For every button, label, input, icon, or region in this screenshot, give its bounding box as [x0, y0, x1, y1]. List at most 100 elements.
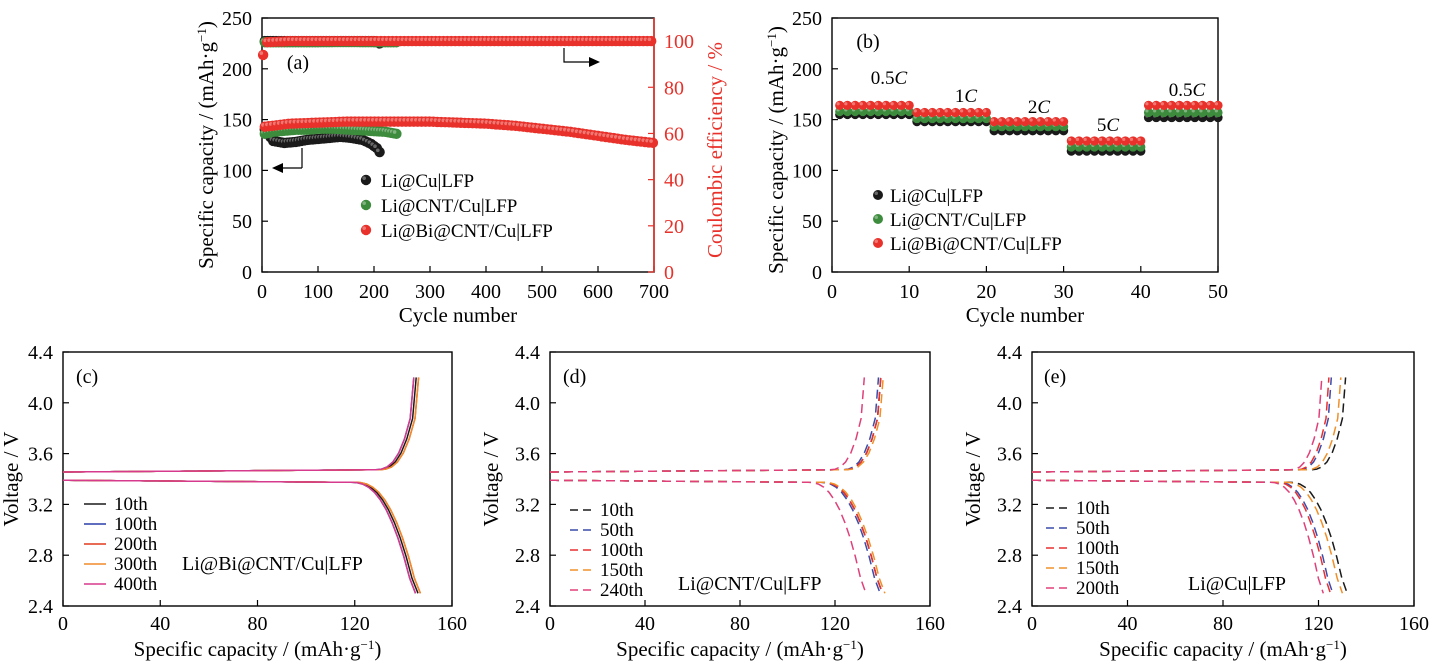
- b-rate-point-shine: [1098, 137, 1103, 141]
- b-rate-point: [1012, 117, 1022, 127]
- c-ytick-label: 3.6: [28, 444, 53, 466]
- c-xtick-label: 80: [248, 613, 268, 635]
- b-rate-point-shine: [1091, 137, 1095, 141]
- c-charge-curve: [63, 377, 420, 473]
- b-rate-point: [1205, 100, 1215, 110]
- a-ytick-label: 150: [222, 110, 252, 132]
- d-charge-curve: [550, 377, 880, 473]
- d-legend-label: 50th: [600, 520, 634, 541]
- d-ytick-label: 4.0: [515, 393, 540, 415]
- b-axes-frame: [831, 17, 1219, 273]
- b-rate-point-shine: [1060, 118, 1064, 122]
- c-ytick-label: 4.0: [28, 393, 53, 415]
- a-xtick-label: 0: [257, 281, 267, 303]
- a-ce-point-shine: [259, 51, 264, 55]
- b-rate-point: [1105, 136, 1115, 146]
- a-legend-label: Li@Cu|LFP: [381, 171, 474, 192]
- e-xlabel: Specific capacity / (mAh·g−1): [1099, 637, 1347, 662]
- b-rate-point: [1190, 107, 1200, 118]
- a-panel-label: (a): [287, 52, 309, 74]
- d-ytick-label: 2.8: [515, 545, 540, 567]
- b-rate-point: [1120, 136, 1130, 146]
- a-capacity-point: [391, 128, 402, 140]
- b-rate-point: [866, 100, 876, 110]
- b-rate-point-shine: [1168, 102, 1172, 106]
- b-rate-point: [1028, 117, 1038, 127]
- b-rate-point-shine: [1137, 137, 1141, 141]
- c-xtick-label: 160: [437, 613, 467, 635]
- a-y2tick-label: 40: [664, 170, 684, 192]
- c-ytick-label: 2.8: [28, 545, 53, 567]
- b-rate-point: [1174, 100, 1184, 110]
- b-rate-point: [850, 100, 860, 110]
- b-rate-point: [1151, 107, 1161, 118]
- b-ytick-label: 0: [812, 262, 822, 284]
- b-rate-point-shine: [921, 109, 925, 113]
- e-ytick-label: 4.4: [997, 342, 1022, 364]
- d-legend-label: 100th: [600, 540, 644, 561]
- e-legend-label: 150th: [1076, 558, 1120, 579]
- a-legend-marker-shine: [362, 176, 366, 180]
- b-rate-point-shine: [1207, 102, 1211, 106]
- b-rate-point-shine: [898, 102, 902, 106]
- d-ylabel: Voltage / V: [479, 432, 503, 527]
- b-rate-point-shine: [1037, 118, 1041, 122]
- c-legend-label: 10th: [114, 494, 148, 515]
- b-rate-point-shine: [1160, 109, 1164, 113]
- c-ytick-label: 2.4: [28, 596, 53, 618]
- d-xtick-label: 80: [730, 613, 750, 635]
- b-rate-point: [1167, 107, 1177, 118]
- b-rate-point-shine: [1153, 109, 1157, 113]
- b-rate-point-shine: [975, 109, 979, 113]
- b-rate-point: [974, 107, 984, 118]
- b-rate-point-shine: [1106, 137, 1110, 141]
- e-legend-label: 100th: [1076, 538, 1120, 559]
- b-rate-point-shine: [1199, 102, 1203, 106]
- a-y2tick-label: 100: [664, 31, 694, 53]
- chart-e: 0 40 80 120 160 2.4 2.8 3.2 3.6 4.0 4.4 Specific ca…: [961, 342, 1429, 661]
- d-ytick-label: 3.6: [515, 444, 540, 466]
- d-legend-label: 150th: [600, 560, 644, 581]
- d-sample-label: Li@CNT/Cu|LFP: [678, 573, 822, 595]
- a-arrow-right-line: [563, 48, 592, 63]
- e-ytick-label: 4.0: [997, 393, 1022, 415]
- b-rate-point: [927, 107, 937, 118]
- b-rate-point: [1035, 117, 1046, 127]
- b-rate-point: [1151, 100, 1161, 110]
- a-xtick-label: 700: [639, 281, 669, 303]
- b-rate-point: [1136, 136, 1146, 146]
- b-rate-point-shine: [960, 109, 964, 113]
- b-rate-point-shine: [1129, 137, 1134, 141]
- e-ylabel: Voltage / V: [961, 432, 985, 527]
- c-ytick-label: 3.2: [28, 494, 53, 516]
- b-rate-point: [1174, 107, 1184, 118]
- d-ytick-label: 4.4: [515, 342, 540, 364]
- a-ytick-label: 100: [222, 160, 252, 182]
- b-rate-point: [989, 117, 999, 127]
- b-rate-point-shine: [952, 109, 956, 113]
- b-xtick-label: 40: [1131, 281, 1151, 303]
- b-rate-point-shine: [1207, 109, 1211, 113]
- b-rate-point: [950, 107, 961, 118]
- unit-tail: ): [764, 26, 788, 33]
- e-charge-curve: [1032, 377, 1333, 473]
- d-ytick-label: 2.4: [515, 596, 540, 618]
- chart-b: 0 10 20 30 40 50 0 50 100 150 200 250 Cycle number Sp…: [764, 8, 1229, 327]
- b-rate-point: [1143, 107, 1154, 118]
- a-legend-label: Li@CNT/Cu|LFP: [381, 196, 517, 217]
- b-ytick-label: 50: [802, 211, 822, 233]
- c-discharge-curve: [63, 479, 417, 594]
- b-rate-point: [1182, 100, 1192, 110]
- b-rate-point: [1089, 136, 1100, 146]
- a-legend-marker: [360, 224, 372, 236]
- b-rate-point-shine: [1191, 102, 1195, 106]
- b-rate-point: [1113, 136, 1123, 146]
- a-legend-marker: [360, 199, 372, 211]
- c-charge-curve: [63, 377, 415, 473]
- b-rate-point: [1205, 107, 1215, 118]
- b-legend-label: Li@CNT/Cu|LFP: [890, 210, 1026, 231]
- b-rate-point-shine: [851, 102, 856, 106]
- e-xtick-label: 160: [1399, 613, 1429, 635]
- b-rate-point: [1197, 100, 1208, 110]
- a-xtick-label: 300: [415, 281, 445, 303]
